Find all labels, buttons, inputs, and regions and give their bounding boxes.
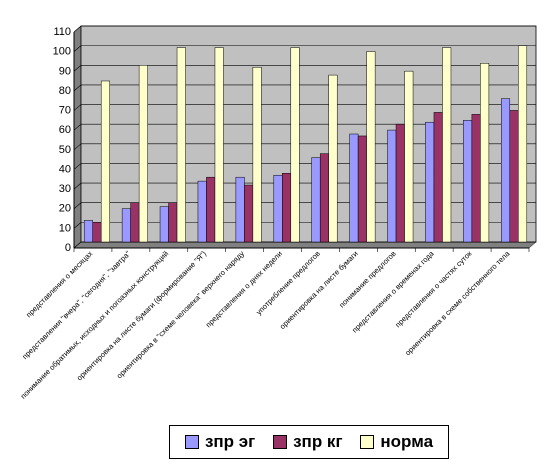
category-label: ориентировка на листе бумаги — [278, 249, 360, 331]
bar — [273, 174, 283, 243]
bar — [442, 47, 452, 243]
bar — [197, 180, 207, 243]
y-tick-label: 0 — [65, 242, 71, 254]
plot-floor — [73, 241, 537, 249]
bar — [328, 74, 338, 243]
gridline-side — [73, 104, 82, 111]
category-label: ориентировка в "схеме человека" верхнего… — [115, 249, 247, 381]
y-tick-label: 40 — [59, 163, 71, 175]
bar — [92, 222, 102, 243]
gridline-side — [73, 241, 82, 249]
bar — [252, 66, 262, 243]
category-label: представления о временах года — [350, 248, 436, 334]
gridline-side — [73, 143, 82, 151]
gridline-side — [73, 45, 82, 52]
bar — [357, 135, 367, 243]
category-label: представления о днях недели — [204, 249, 284, 329]
plot-area — [80, 25, 537, 243]
bar — [130, 202, 140, 243]
gridline-side — [73, 202, 82, 209]
legend-swatch-series-1 — [184, 435, 199, 449]
category-label: понимание обратимых, исходных и погоазны… — [19, 249, 171, 401]
bar — [425, 121, 435, 243]
bar — [404, 70, 414, 243]
bar — [290, 47, 300, 243]
category-label: представления о частях суток — [393, 249, 474, 330]
y-tick-label: 100 — [53, 46, 71, 58]
bar — [471, 114, 481, 243]
bar — [387, 129, 397, 243]
bar — [509, 110, 519, 243]
bar — [463, 120, 473, 243]
legend-item-series-1: зпр эг — [184, 432, 256, 452]
bar — [206, 176, 216, 243]
bar — [244, 184, 254, 243]
bar — [159, 206, 169, 243]
bar — [433, 112, 443, 243]
y-tick-label: 90 — [59, 65, 71, 77]
bar — [319, 153, 329, 243]
y-tick-label: 80 — [59, 85, 71, 97]
bar — [214, 47, 224, 243]
gridline-side — [73, 222, 82, 229]
bar — [395, 123, 405, 243]
gridline-side — [73, 84, 82, 92]
bar — [83, 220, 93, 243]
legend-label-series-3: норма — [380, 432, 434, 451]
gridline-side — [73, 123, 82, 131]
bar — [100, 80, 110, 243]
bar — [235, 176, 245, 243]
y-tick-label: 50 — [59, 144, 71, 156]
bar — [349, 133, 359, 243]
gridline-side — [73, 65, 82, 72]
legend: зпр эг зпр кг норма — [169, 425, 449, 459]
y-tick-label: 70 — [59, 105, 71, 117]
bar — [176, 47, 186, 243]
plot-side-wall — [73, 25, 82, 249]
gridline-side — [73, 25, 82, 33]
y-tick-label: 10 — [59, 222, 71, 234]
gridline-side — [73, 163, 82, 170]
y-tick-label: 30 — [59, 183, 71, 195]
bar — [168, 202, 178, 243]
y-tick-label: 110 — [53, 26, 71, 38]
y-tick-label: 20 — [59, 203, 71, 215]
gridline-side — [73, 182, 82, 190]
bar — [518, 45, 528, 243]
y-tick-label: 60 — [59, 124, 71, 136]
legend-swatch-series-3 — [360, 435, 375, 449]
bar — [480, 63, 490, 243]
legend-swatch-series-2 — [273, 435, 288, 449]
category-label: представления о месяцах — [24, 249, 94, 319]
category-label: ориентировка на листе бумаги (формирован… — [75, 249, 209, 383]
legend-label-series-1: зпр эг — [204, 432, 256, 451]
category-label: употребление предлогов — [254, 249, 322, 317]
bar — [121, 208, 131, 243]
legend-item-series-2: зпр кг — [273, 432, 343, 452]
bar — [501, 98, 511, 243]
legend-item-series-3: норма — [360, 432, 433, 452]
bar — [282, 173, 292, 243]
bar — [311, 157, 321, 243]
legend-label-series-2: зпр кг — [293, 432, 343, 451]
bar — [138, 65, 148, 243]
bar — [366, 51, 376, 243]
